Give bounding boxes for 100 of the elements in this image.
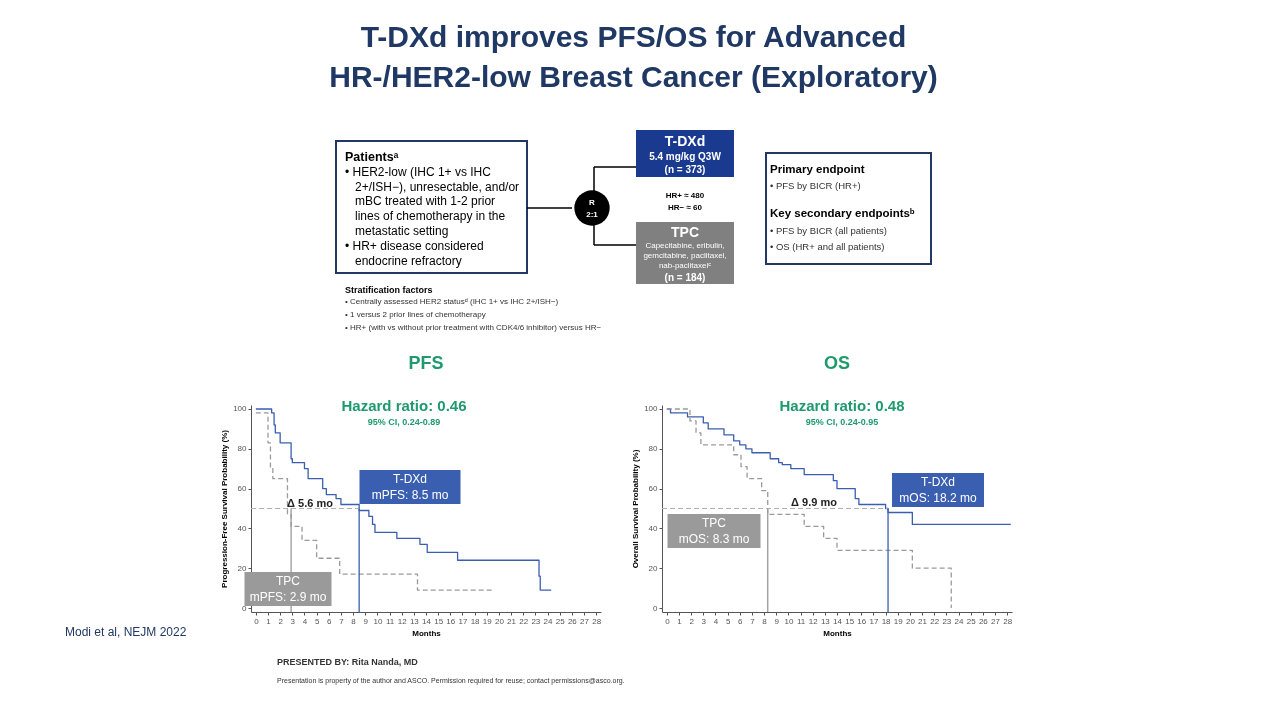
text: nab-paclitaxelᶜ [658,261,712,270]
y-tick-label: 20 [237,563,248,573]
annotation: 95% CI, 0.24-0.95 [805,417,879,427]
x-tick-label: 18 [881,616,892,626]
y-tick-label: 40 [237,523,248,533]
x-tick-label: 16 [446,616,456,626]
text: • Centrally assessed HER2 statusᵈ (IHC 1+ vs IHC 2+/ISH−) [345,297,559,306]
text: • HR+ (with vs without prior treatment with CDK4/6 inhibitor) versus HR− [345,323,602,332]
text: T-DXd [392,472,428,486]
x-tick-label: 4 [713,616,719,626]
x-tick-label: 17 [869,616,879,626]
x-tick-label: 28 [592,616,602,626]
x-tick-label: 8 [762,616,768,626]
x-tick-label: 19 [482,616,493,626]
text: Capecitabine, eribulin, [645,241,725,250]
annotation: 95% CI, 0.24-0.89 [367,417,441,427]
x-tick-label: 26 [567,616,578,626]
text: Stratification factors [345,285,433,295]
annotation: Δ 9.9 mo [791,496,838,508]
text: • PFS by BICR (all patients) [770,225,887,236]
x-tick-label: 23 [531,616,541,626]
x-tick-label: 6 [327,616,333,626]
x-tick-label: 17 [458,616,468,626]
x-tick-label: 8 [351,616,357,626]
annotation: Δ 5.6 mo [287,497,334,509]
x-tick-label: 21 [507,616,517,626]
annotation: mPFS: 2.9 mo [249,590,327,604]
x-tick-label: 12 [808,616,819,626]
text: TPC [702,516,727,530]
x-tick-label: 11 [385,616,395,626]
x-tick-label: 25 [555,616,566,626]
x-tick-label: 7 [339,616,345,626]
text: • HER2-low (IHC 1+ vs IHC [345,165,492,179]
text: Patientsᵃ [345,150,399,164]
x-tick-label: 0 [665,616,671,626]
x-tick-label: 27 [991,616,1001,626]
text: gemcitabine, paclitaxel, [643,251,727,260]
x-tick-label: 5 [314,616,320,626]
annotation: Hazard ratio: 0.46 [341,397,467,414]
x-tick-label: 11 [796,616,806,626]
x-tick-label: 9 [774,616,780,626]
x-tick-label: 13 [409,616,420,626]
series-label: TPC [276,574,301,588]
text: Primary endpoint [770,163,865,175]
y-tick-label: 40 [648,523,659,533]
text: 2:1 [586,210,599,219]
x-tick-label: 1 [266,616,272,626]
x-tick-label: 24 [543,616,554,626]
text: • PFS by BICR (HR+) [770,180,861,191]
text: HR+ ≈ 480 [665,191,705,200]
x-tick-label: 14 [422,616,432,626]
x-tick-label: 14 [833,616,843,626]
x-tick-label: 4 [302,616,308,626]
x-tick-label: 6 [738,616,744,626]
x-tick-label: 7 [750,616,756,626]
x-tick-label: 20 [905,616,916,626]
x-tick-label: 3 [290,616,296,626]
annotation: mOS: 8.3 mo [678,532,750,546]
text: 5.4 mg/kg Q3W [649,151,722,162]
text: • OS (HR+ and all patients) [770,241,885,252]
x-tick-label: 19 [893,616,904,626]
x-tick-label: 0 [254,616,260,626]
text: 2+/ISH−), unresectable, and/or [355,180,520,194]
x-tick-label: 16 [857,616,867,626]
x-tick-label: 12 [397,616,408,626]
text: metastatic setting [355,224,449,238]
annotation: mPFS: 8.5 mo [371,488,449,502]
text: • 1 versus 2 prior lines of chemotherapy [345,310,486,319]
y-axis-title: Progression-Free Survival Probability (%) [220,429,230,588]
x-tick-label: 23 [942,616,952,626]
x-tick-label: 21 [918,616,928,626]
y-tick-label: 60 [237,484,248,494]
x-tick-label: 13 [820,616,831,626]
y-tick-label: 80 [648,444,659,454]
y-tick-label: 20 [648,563,659,573]
x-tick-label: 10 [373,616,383,626]
x-axis-title: Months [823,628,853,638]
y-tick-label: 0 [242,603,248,613]
x-tick-label: 26 [978,616,989,626]
text: (n = 184) [664,272,706,283]
x-tick-label: 22 [519,616,529,626]
text: TPC [671,224,699,240]
text: mBC treated with 1-2 prior [355,194,496,208]
x-tick-label: 5 [725,616,731,626]
x-tick-label: 9 [363,616,369,626]
y-tick-label: 100 [644,404,659,414]
x-tick-label: 24 [954,616,965,626]
text: T-DXd [920,475,956,489]
y-tick-label: 100 [233,404,248,414]
x-tick-label: 2 [689,616,695,626]
x-tick-label: 3 [701,616,707,626]
x-tick-label: 28 [1003,616,1013,626]
text: lines of chemotherapy in the [355,209,506,223]
x-tick-label: 1 [677,616,683,626]
text: PRESENTED BY: Rita Nanda, MD [277,657,419,667]
text: T-DXd [664,133,706,149]
x-axis-title: Months [412,628,442,638]
x-tick-label: 10 [784,616,794,626]
text: • HR+ disease considered [345,239,484,253]
y-tick-label: 0 [653,603,659,613]
